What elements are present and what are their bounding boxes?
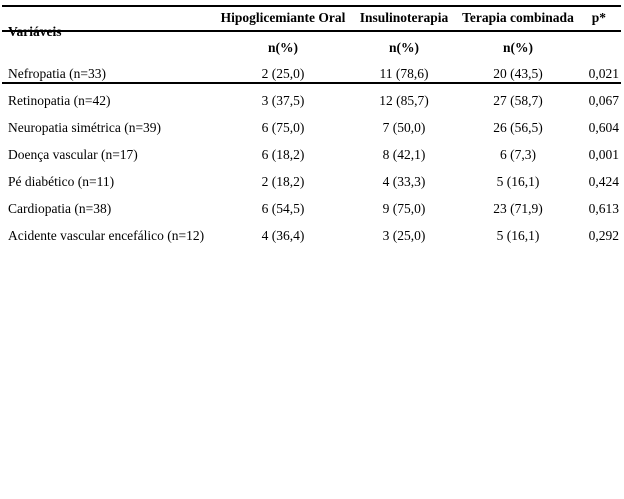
cell-value: 6 (54,5) [261, 201, 305, 216]
row-label: Doença vascular (n=17) [8, 147, 138, 162]
p-value: 0,604 [588, 120, 619, 135]
row-label: Neuropatia simétrica (n=39) [8, 120, 162, 135]
p-value: 0,424 [588, 174, 619, 189]
cell-value: 11 (78,6) [379, 66, 429, 81]
cell-value: 26 (56,5) [493, 120, 543, 135]
cell-value: 3 (25,0) [382, 228, 426, 243]
col-header-insulinoterapia: Insulinoterapia [359, 10, 449, 25]
row-label: Retinopatia (n=42) [8, 93, 111, 108]
p-value: 0,292 [588, 228, 619, 243]
header-divider-rule [2, 30, 621, 32]
cell-value: 5 (16,1) [496, 228, 540, 243]
cell-value: 2 (25,0) [261, 66, 305, 81]
col-header-hipoglicemiante-oral: Hipoglicemiante Oral [220, 10, 346, 25]
cell-value: 20 (43,5) [493, 66, 543, 81]
subheader-n-pct-2: n(%) [389, 40, 419, 55]
cell-value: 8 (42,1) [382, 147, 426, 162]
cell-value: 9 (75,0) [382, 201, 426, 216]
row-header-variaveis: Variáveis [8, 24, 62, 39]
col-header-p-value: p* [591, 10, 606, 25]
p-value: 0,021 [588, 66, 619, 81]
p-value: 0,001 [588, 147, 619, 162]
cell-value: 6 (7,3) [500, 147, 536, 162]
table-top-rule [2, 5, 621, 7]
row-label: Nefropatia (n=33) [8, 66, 106, 81]
cell-value: 23 (71,9) [493, 201, 543, 216]
p-value: 0,067 [588, 93, 619, 108]
subheader-n-pct-3: n(%) [503, 40, 533, 55]
cell-value: 3 (37,5) [261, 93, 305, 108]
cell-value: 12 (85,7) [379, 93, 429, 108]
cell-value: 7 (50,0) [382, 120, 426, 135]
first-row-divider-rule [2, 82, 621, 84]
row-label: Cardiopatia (n=38) [8, 201, 112, 216]
row-label: Pé diabético (n=11) [8, 174, 115, 189]
subheader-n-pct-1: n(%) [268, 40, 298, 55]
cell-value: 4 (36,4) [261, 228, 305, 243]
row-label: Acidente vascular encefálico (n=12) [8, 228, 205, 243]
col-header-terapia-combinada: Terapia combinada [462, 10, 574, 25]
cell-value: 4 (33,3) [382, 174, 426, 189]
cell-value: 6 (75,0) [261, 120, 305, 135]
p-value: 0,613 [588, 201, 619, 216]
cell-value: 27 (58,7) [493, 93, 543, 108]
cell-value: 6 (18,2) [261, 147, 305, 162]
cell-value: 2 (18,2) [261, 174, 305, 189]
cell-value: 5 (16,1) [496, 174, 540, 189]
